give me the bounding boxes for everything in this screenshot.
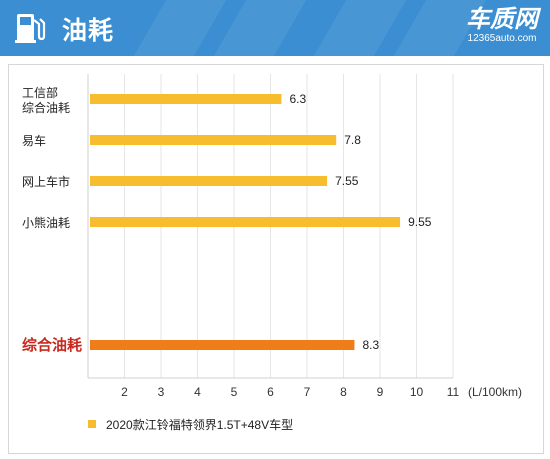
chart-frame [8, 64, 544, 454]
x-tick-label: 5 [231, 385, 238, 399]
legend-label: 2020款江铃福特领界1.5T+48V车型 [106, 417, 294, 432]
x-tick-label: 7 [304, 385, 311, 399]
data-label: 7.55 [335, 174, 359, 188]
data-label: 7.8 [344, 133, 361, 147]
bar [90, 340, 355, 350]
bar [90, 94, 282, 104]
x-tick-label: 4 [194, 385, 201, 399]
category-label: 易车 [22, 133, 46, 148]
category-label: 综合油耗 [22, 336, 82, 354]
x-tick-label: 2 [121, 385, 128, 399]
data-label: 8.3 [362, 338, 379, 352]
bar [90, 217, 401, 227]
bar [90, 176, 328, 186]
x-tick-label: 10 [410, 385, 424, 399]
page-title: 油耗 [62, 17, 115, 45]
category-label: 工信部综合油耗 [22, 85, 70, 115]
x-tick-label: 8 [340, 385, 347, 399]
x-tick-label: 3 [158, 385, 165, 399]
brand-logo: 车质网 12365auto.com [466, 7, 538, 45]
category-label: 网上车市 [22, 174, 70, 189]
chart-legend: 2020款江铃福特领界1.5T+48V车型 [88, 416, 293, 432]
x-tick-label: 11 [447, 385, 460, 399]
header-banner: 油耗 车质网 12365auto.com [0, 0, 550, 56]
data-label: 9.55 [408, 215, 432, 229]
legend-swatch [88, 420, 96, 428]
x-tick-label: 9 [377, 385, 384, 399]
fuel-pump-icon [15, 14, 46, 43]
data-label: 6.3 [289, 92, 306, 106]
axis-unit-label: (L/100km) [468, 385, 522, 399]
category-label: 小熊油耗 [22, 215, 70, 230]
brand-name: 车质网 [466, 6, 538, 33]
x-tick-label: 6 [267, 385, 274, 399]
brand-url: 12365auto.com [467, 33, 537, 44]
bar [90, 135, 337, 145]
